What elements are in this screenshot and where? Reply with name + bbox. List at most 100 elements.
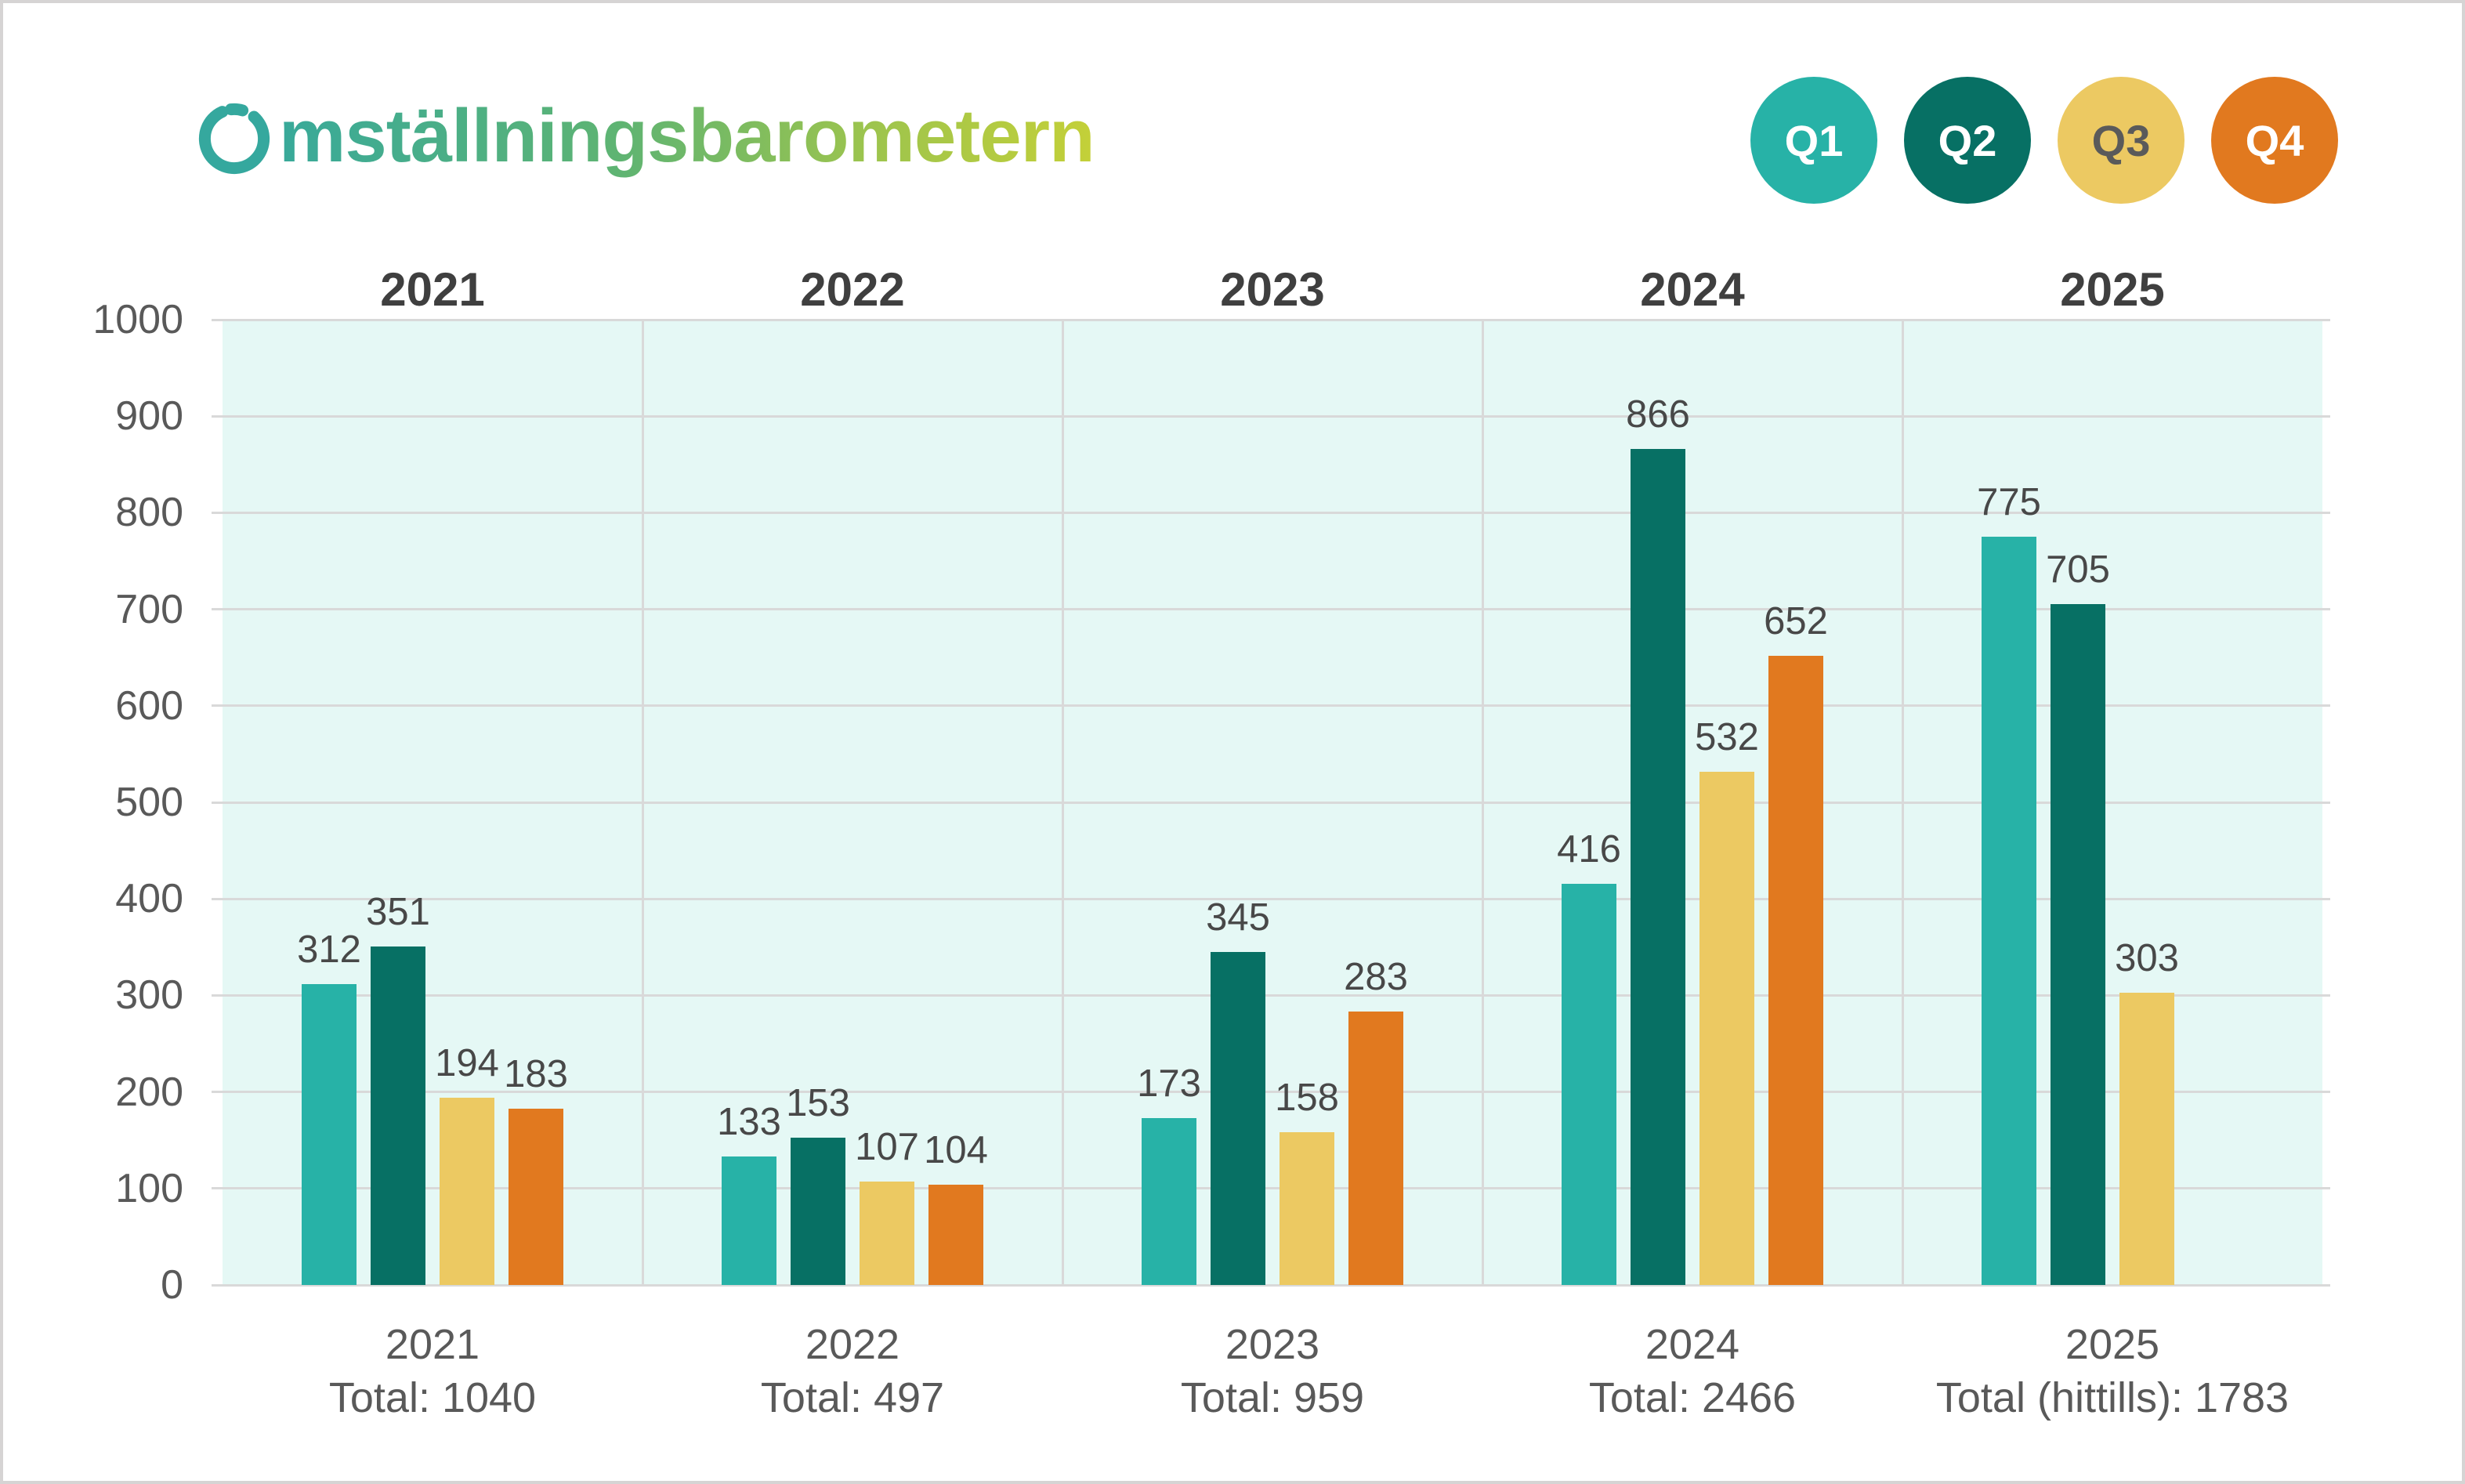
legend-item-label: Q4 [2245,115,2304,165]
bar-value-label: 775 [1977,481,2041,524]
gridline [212,608,2330,611]
bar-slot-2025-q4 [2188,1272,2243,1285]
bar-slot-2022-q4: 104 [924,1128,988,1285]
bar-2022-q3 [860,1182,914,1285]
bar-group-2025: 775 705 303 [1902,320,2322,1285]
bar-slot-2021-q2: 351 [366,890,430,1285]
legend-item-q3: Q3 [2058,77,2184,204]
bar-value-label: 303 [2115,936,2179,979]
title-text: mställningsbarometern [279,78,1095,194]
bar-group-2023: 173 345 158 283 [1062,320,1482,1285]
gridline [212,801,2330,804]
gridline [212,704,2330,708]
bar-slot-2021-q4: 183 [504,1052,568,1285]
year-header-2023: 2023 [1220,263,1325,316]
bar-2024-q1 [1562,883,1616,1285]
bar-slot-2024-q2: 866 [1626,393,1690,1285]
bar-2024-q2 [1631,449,1685,1285]
bar-value-label: 283 [1344,956,1408,999]
bar-2022-q4 [928,1184,983,1285]
bar-value-label: 351 [366,890,430,933]
legend-item-label: Q3 [2091,115,2151,165]
y-axis: 0 100 200 300 400 500 600 700 800 900 1000 [3,297,190,1308]
year-axis-label: 2023 [1225,1321,1320,1368]
bar-2022-q2 [791,1137,845,1285]
plot-area: 312 351 194 183 133 153 107 104 173 345 158 283 416 8… [212,318,2330,1287]
gridline [212,511,2330,514]
bar-slot-2021-q3: 194 [435,1041,499,1285]
bar-value-label: 532 [1695,715,1759,758]
y-tick-label: 1000 [92,297,183,342]
bar-2023-q4 [1348,1012,1403,1285]
gridline [212,1091,2330,1094]
bar-value-label: 705 [2046,548,2110,592]
legend-item-q1: Q1 [1750,77,1877,204]
bar-value-label: 104 [924,1128,988,1171]
bar-slot-2025-q1: 775 [1977,480,2041,1285]
bar-value-label: 153 [786,1081,850,1124]
logo-o-icon [198,103,270,175]
bar-slot-2025-q3: 303 [2115,936,2179,1285]
y-tick-label: 200 [115,1069,183,1115]
bar-group-2024: 416 866 532 652 [1482,320,1902,1285]
bar-value-label: 866 [1626,393,1690,436]
bar-value-label: 133 [717,1101,781,1144]
bar-value-label: 652 [1764,599,1828,642]
y-tick-label: 100 [115,1165,183,1211]
y-tick-label: 0 [161,1262,183,1308]
bar-slot-2022-q1: 133 [717,1100,781,1285]
legend-item-label: Q1 [1784,115,1844,165]
gridline [212,414,2330,418]
y-tick-label: 400 [115,876,183,922]
y-tick-label: 300 [115,972,183,1019]
bar-2025-q3 [2119,992,2174,1285]
legend: Q1 Q2 Q3 Q4 [1750,77,2338,204]
bar-2023-q3 [1280,1132,1334,1285]
year-header-2021: 2021 [380,263,485,316]
gridline [212,897,2330,900]
bar-group-2021: 312 351 194 183 [223,320,642,1285]
bar-2021-q2 [371,946,425,1285]
year-total-label: Total: 959 [1180,1374,1365,1421]
gridline [212,1187,2330,1190]
legend-item-q2: Q2 [1904,77,2031,204]
bar-value-label: 107 [855,1126,919,1169]
legend-item-label: Q2 [1938,115,1997,165]
bar-slot-2025-q2: 705 [2046,548,2110,1285]
bar-value-label: 183 [504,1052,568,1095]
bar-slot-2022-q2: 153 [786,1081,850,1285]
x-axis-label-2023: 2023 Total: 959 [1062,1318,1482,1424]
year-total-label: Total: 1040 [328,1374,537,1421]
bar-2021-q3 [440,1098,494,1285]
y-tick-label: 700 [115,586,183,632]
bar-value-label: 345 [1206,896,1270,939]
bar-value-label: 416 [1557,827,1621,870]
bar-slot-2024-q4: 652 [1764,599,1828,1285]
bar-slot-2021-q1: 312 [297,928,361,1285]
bar-slot-2023-q3: 158 [1275,1076,1339,1285]
bar-group-2022: 133 153 107 104 [642,320,1062,1285]
bar-value-label: 158 [1275,1077,1339,1120]
year-axis-label: 2025 [2065,1321,2160,1368]
bar-value-label: 173 [1137,1062,1201,1105]
x-axis-label-2021: 2021 Total: 1040 [223,1318,642,1424]
x-axis-label-2022: 2022 Total: 497 [642,1318,1062,1424]
year-axis-label: 2021 [385,1321,480,1368]
bar-2021-q1 [302,983,357,1285]
bar-slot-2022-q3: 107 [855,1125,919,1285]
bar-2023-q2 [1211,951,1265,1285]
x-axis-label-2024: 2024 Total: 2466 [1482,1318,1902,1424]
year-headers: 2021 2022 2023 2024 2025 [223,262,2322,318]
bar-2025-q1 [1982,537,2036,1285]
bar-2022-q1 [722,1156,776,1285]
bar-slot-2023-q4: 283 [1344,955,1408,1285]
bar-2025-q2 [2051,604,2105,1285]
y-tick-label: 800 [115,490,183,536]
x-axis-label-2025: 2025 Total (hittills): 1783 [1902,1318,2322,1424]
year-header-2022: 2022 [800,263,905,316]
y-tick-label: 600 [115,682,183,729]
year-total-label: Total: 2466 [1588,1374,1797,1421]
gridline [212,318,2330,321]
y-tick-label: 500 [115,780,183,825]
